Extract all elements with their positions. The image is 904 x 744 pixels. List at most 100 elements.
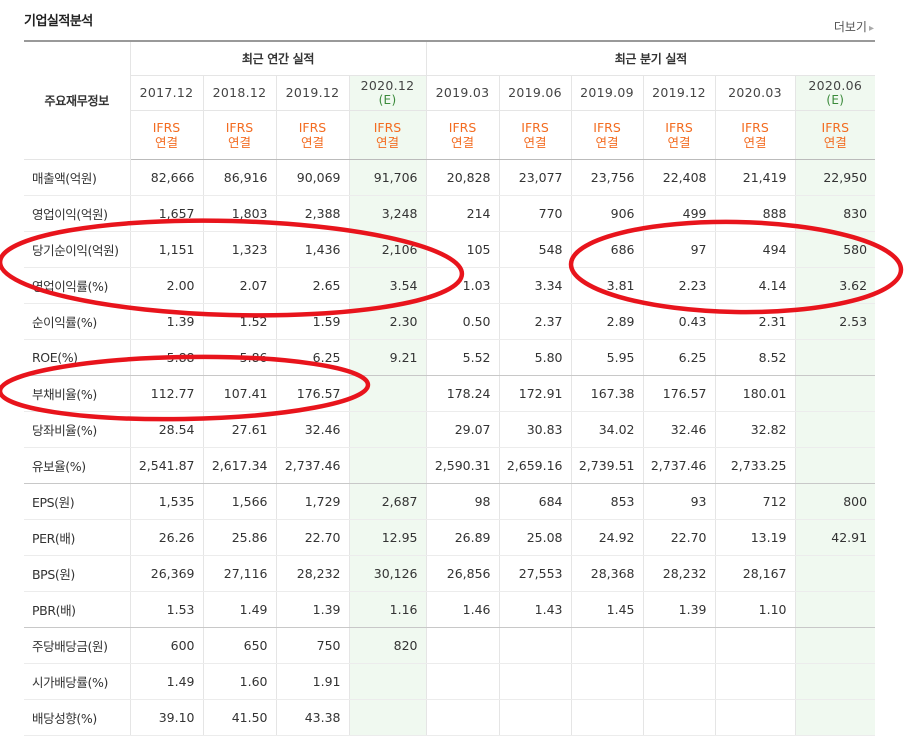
table-cell: 5.80 <box>498 339 572 376</box>
ifrs-header: IFRS 연결 <box>425 110 500 160</box>
table-cell: 32.82 <box>714 411 796 448</box>
table-row: 영업이익률(%) 2.00 2.07 2.65 3.54 1.03 3.34 3.81 2.23… <box>24 267 876 304</box>
table-cell: 112.77 <box>129 375 203 412</box>
table-cell: 13.19 <box>714 519 796 556</box>
consolidated-label: 연결 <box>523 134 547 150</box>
table-cell: 1,151 <box>129 231 203 268</box>
table-cell: 25.86 <box>202 519 276 556</box>
consolidated-label: 연결 <box>300 134 324 150</box>
table-cell: 600 <box>129 627 203 664</box>
table-cell: 1.39 <box>642 591 716 628</box>
row-label: 부채비율(%) <box>24 375 130 412</box>
ifrs-label: IFRS <box>448 119 477 135</box>
table-cell: 2.23 <box>642 267 716 304</box>
table-cell: 12.95 <box>348 519 427 556</box>
table-cell: 34.02 <box>570 411 644 448</box>
table-cell: 2.00 <box>129 267 203 304</box>
section-title: 기업실적분석 <box>24 14 93 29</box>
table-cell: 8.52 <box>714 339 796 376</box>
consolidated-label: 연결 <box>743 134 767 150</box>
table-cell: 1.10 <box>714 591 796 628</box>
row-label: 영업이익률(%) <box>24 267 130 304</box>
period-header: 2020.12 (E) <box>348 75 427 111</box>
table-cell: 1.49 <box>129 663 203 700</box>
table-cell <box>642 663 716 700</box>
table-cell: 2,590.31 <box>425 447 500 484</box>
table-row: 배당성향(%) 39.10 41.50 43.38 <box>24 699 876 736</box>
table-row: 매출액(억원) 82,666 86,916 90,069 91,706 20,828 23,… <box>24 159 876 196</box>
ifrs-label: IFRS <box>521 119 549 135</box>
period-label: 2017.12 <box>139 85 194 100</box>
table-cell: 1.49 <box>202 591 276 628</box>
table-cell: 167.38 <box>570 375 644 412</box>
period-header: 2017.12 <box>129 75 203 111</box>
period-label: 2020.03 <box>728 85 782 100</box>
consolidated-label: 연결 <box>451 134 475 150</box>
table-cell <box>794 375 876 412</box>
quarter-group-header: 최근 분기 실적 <box>425 40 876 76</box>
table-row: BPS(원) 26,369 27,116 28,232 30,126 26,856 27,5… <box>24 555 876 592</box>
table-cell: 91,706 <box>348 159 427 196</box>
period-label: 2018.12 <box>212 85 267 100</box>
table-cell: 28,167 <box>714 555 796 592</box>
ifrs-label: IFRS <box>593 119 621 135</box>
table-cell: 5.88 <box>129 339 203 376</box>
table-cell: 1,729 <box>275 483 349 520</box>
period-label: 2019.03 <box>435 85 490 100</box>
table-cell: 888 <box>714 195 796 232</box>
row-label: 순이익률(%) <box>24 303 130 340</box>
table-cell: 105 <box>425 231 500 268</box>
ifrs-header: IFRS 연결 <box>794 110 876 160</box>
table-cell <box>348 411 427 448</box>
period-header: 2019.12 <box>275 75 349 111</box>
table-cell: 684 <box>498 483 572 520</box>
table-cell: 3.34 <box>498 267 572 304</box>
table-cell: 686 <box>570 231 644 268</box>
table-cell: 712 <box>714 483 796 520</box>
table-cell <box>794 447 876 484</box>
table-cell: 2,388 <box>275 195 349 232</box>
table-cell: 107.41 <box>202 375 276 412</box>
ifrs-label: IFRS <box>665 119 693 135</box>
table-cell <box>425 663 500 700</box>
table-cell: 2.07 <box>202 267 276 304</box>
consolidated-label: 연결 <box>227 134 251 150</box>
table-cell <box>570 663 644 700</box>
ifrs-header: IFRS 연결 <box>570 110 644 160</box>
table-row: ROE(%) 5.88 5.86 6.25 9.21 5.52 5.80 5.95 6.25 8.… <box>24 339 876 376</box>
table-cell <box>570 627 644 664</box>
table-cell: 1.45 <box>570 591 644 628</box>
more-link[interactable]: 더보기 ▸ <box>834 18 874 35</box>
ifrs-header: IFRS 연결 <box>202 110 276 160</box>
table-cell: 22,950 <box>794 159 876 196</box>
table-cell: 176.57 <box>275 375 349 412</box>
row-label: EPS(원) <box>24 483 130 520</box>
row-label: 당좌비율(%) <box>24 411 130 448</box>
period-label: 2019.09 <box>580 85 634 100</box>
financial-summary-table: 주요재무정보 최근 연간 실적 최근 분기 실적 2017.12 2018.12 2… <box>24 40 876 736</box>
table-cell: 1.16 <box>348 591 427 628</box>
table-cell: 2.53 <box>794 303 876 340</box>
table-row: 순이익률(%) 1.39 1.52 1.59 2.30 0.50 2.37 2.89 0.43 2… <box>24 303 876 340</box>
table-cell: 0.50 <box>425 303 500 340</box>
period-header: 2019.03 <box>425 75 500 111</box>
table-cell: 1.43 <box>498 591 572 628</box>
period-label: 2019.06 <box>508 85 562 100</box>
table-cell: 26.89 <box>425 519 500 556</box>
table-cell <box>348 699 427 736</box>
period-label: 2020.12 <box>360 77 415 93</box>
table-cell: 42.91 <box>794 519 876 556</box>
table-cell: 0.43 <box>642 303 716 340</box>
table-cell: 3.62 <box>794 267 876 304</box>
period-header: 2019.12 <box>642 75 716 111</box>
table-cell: 25.08 <box>498 519 572 556</box>
table-cell: 3,248 <box>348 195 427 232</box>
table-cell: 23,756 <box>570 159 644 196</box>
table-cell: 580 <box>794 231 876 268</box>
ifrs-header: IFRS 연결 <box>714 110 796 160</box>
row-label: ROE(%) <box>24 339 130 376</box>
row-label: PBR(배) <box>24 591 130 628</box>
consolidated-label: 연결 <box>154 134 178 150</box>
ifrs-label: IFRS <box>298 119 327 135</box>
table-cell <box>425 627 500 664</box>
